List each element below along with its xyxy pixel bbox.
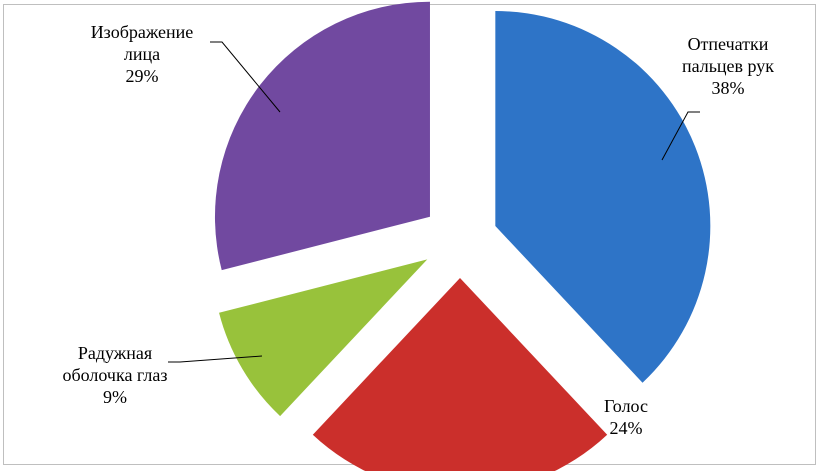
data-label-line: Радужная (78, 343, 152, 363)
data-label-3: Радужная оболочка глаз 9% (62, 343, 167, 407)
leader-line-4 (210, 41, 281, 113)
pie-slice-4 (214, 1, 430, 271)
data-label-line: пальцев рук (682, 56, 774, 76)
data-label-2: Голос 24% (604, 396, 648, 438)
data-label-line: лица (124, 44, 160, 64)
data-label-line: 9% (103, 387, 127, 407)
leader-line-1 (661, 111, 700, 161)
data-label-line: Изображение (91, 22, 194, 42)
pie-slice-2 (312, 278, 608, 471)
data-label-line: 24% (610, 418, 643, 438)
data-label-1: Отпечатки пальцев рук 38% (682, 34, 774, 98)
data-label-line: Отпечатки (688, 34, 769, 54)
data-label-line: 29% (126, 66, 159, 86)
pie-slice-1 (495, 11, 711, 383)
data-label-line: оболочка глаз (62, 365, 167, 385)
data-label-4: Изображение лица 29% (91, 22, 194, 86)
data-label-line: 38% (712, 78, 745, 98)
pie-slice-3 (219, 259, 428, 417)
leader-line-3 (168, 355, 263, 363)
data-label-line: Голос (604, 396, 648, 416)
